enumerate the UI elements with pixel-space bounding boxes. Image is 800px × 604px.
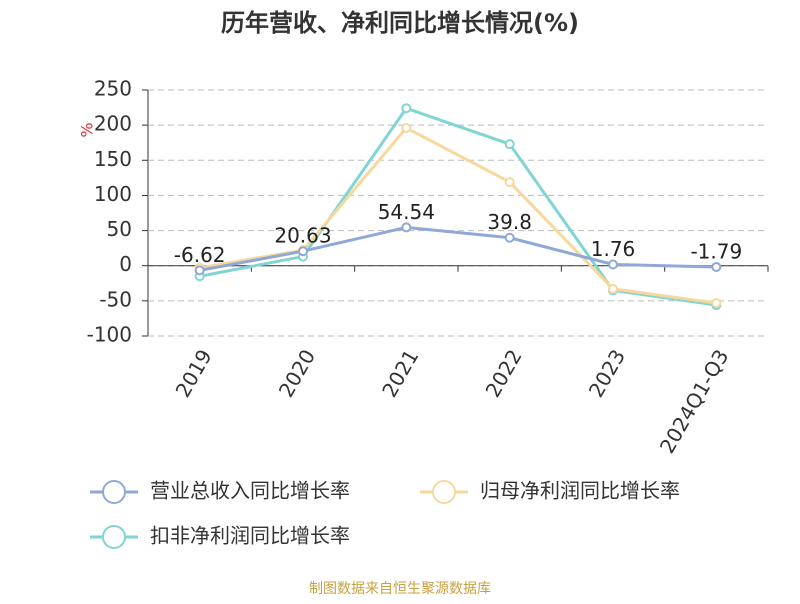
x-tick-label: 2022 <box>481 345 527 401</box>
point <box>504 177 515 188</box>
source-note: 制图数据来自恒生聚源数据库 <box>309 581 491 597</box>
data-label: 54.54 <box>378 200 435 224</box>
point <box>711 297 722 308</box>
point <box>401 222 412 233</box>
y-tick-label: 50 <box>107 217 132 241</box>
legend-label: 扣非净利润同比增长率 <box>150 524 350 548</box>
y-tick-label: -50 <box>99 287 132 311</box>
data-label: 39.8 <box>487 210 532 234</box>
legend-marker <box>102 525 126 549</box>
point <box>401 122 412 133</box>
x-tick-label: 2024Q1-Q3 <box>655 345 734 457</box>
point <box>194 265 205 276</box>
x-tick-label: 2019 <box>171 345 217 401</box>
series-line <box>199 126 717 305</box>
y-tick-label: 0 <box>119 252 132 276</box>
data-label: -6.62 <box>174 243 226 267</box>
series-line <box>199 106 717 307</box>
legend-marker <box>102 480 126 504</box>
x-tick-label: 2021 <box>377 345 423 401</box>
point <box>608 283 618 294</box>
point <box>401 103 412 114</box>
y-tick-label: 200 <box>94 112 132 136</box>
point <box>504 139 515 150</box>
y-tick-label: -100 <box>87 323 132 347</box>
x-tick-label: 2020 <box>274 345 320 401</box>
legend-marker <box>432 480 456 504</box>
series-line <box>199 225 717 272</box>
point <box>711 261 722 272</box>
chart-title: 历年营收、净利同比增长情况(%) <box>221 9 579 37</box>
y-axis-label: % <box>78 122 97 137</box>
y-tick-label: 100 <box>94 182 132 206</box>
point <box>504 232 515 243</box>
data-label: -1.79 <box>690 239 742 263</box>
y-tick-label: 250 <box>94 77 132 101</box>
point <box>608 259 618 270</box>
legend-label: 归母净利润同比增长率 <box>480 479 680 503</box>
y-tick-label: 150 <box>94 147 132 171</box>
data-label: 20.63 <box>274 224 331 248</box>
data-label: 1.76 <box>591 237 636 261</box>
x-tick-label: 2023 <box>584 345 630 401</box>
point <box>298 246 308 257</box>
legend-label: 营业总收入同比增长率 <box>150 479 350 503</box>
